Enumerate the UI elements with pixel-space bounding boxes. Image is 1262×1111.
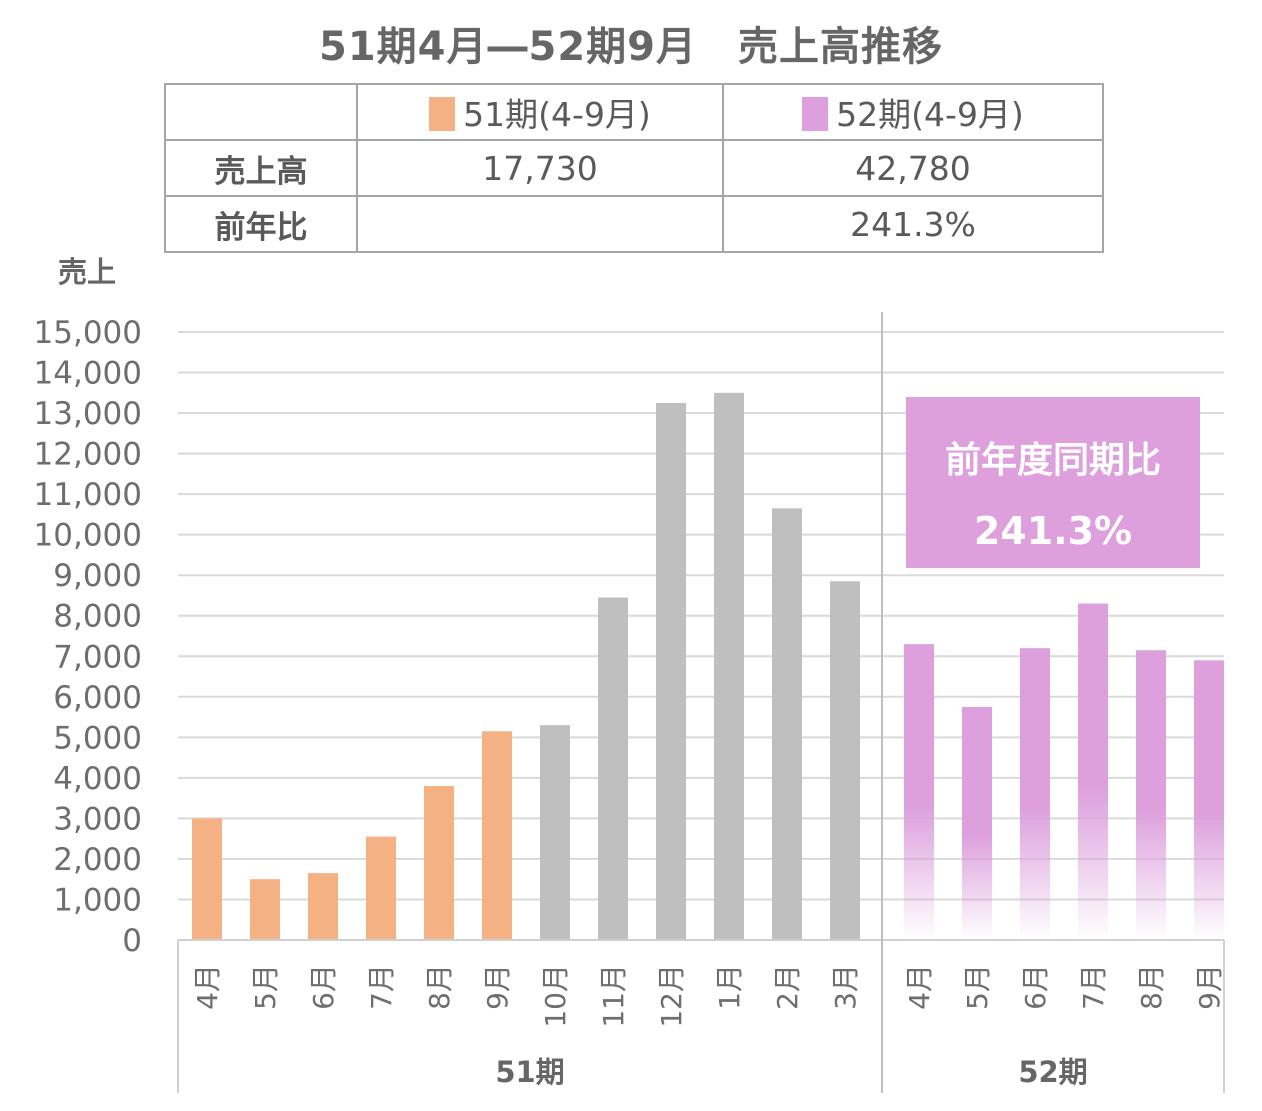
summary-yoy-51 bbox=[356, 195, 724, 253]
legend-swatch-51 bbox=[429, 97, 456, 131]
legend-label-51: 51期(4-9月) bbox=[463, 95, 651, 134]
chart-title: 51期4月―52期9月 売上高推移 bbox=[319, 24, 943, 70]
y-axis-ticks: 0 1,000 2,000 3,000 4,000 5,000 6,000 7,000 8,00… bbox=[34, 315, 142, 959]
summary-row-label: 売上高 bbox=[164, 139, 358, 197]
x-tick-label: 6月 bbox=[307, 964, 340, 1010]
y-tick-label: 8,000 bbox=[53, 599, 142, 635]
summary-corner-cell bbox=[164, 83, 358, 141]
y-tick-label: 15,000 bbox=[34, 315, 142, 351]
bar-6 bbox=[540, 725, 570, 940]
bar-17 bbox=[1194, 660, 1224, 940]
summary-row-sales: 売上高 17,730 42,780 bbox=[164, 139, 1104, 197]
x-tick-label: 7月 bbox=[1077, 964, 1110, 1010]
y-tick-label: 3,000 bbox=[53, 801, 142, 837]
callout-box bbox=[906, 397, 1200, 568]
y-tick-label: 7,000 bbox=[53, 639, 142, 675]
x-tick-label: 5月 bbox=[249, 964, 282, 1010]
x-tick-label: 8月 bbox=[1135, 964, 1168, 1010]
bar-15 bbox=[1078, 603, 1108, 940]
x-tick-label: 8月 bbox=[423, 964, 456, 1010]
summary-yoy-52: 241.3% bbox=[722, 195, 1104, 253]
bar-3 bbox=[366, 836, 396, 940]
bar-0 bbox=[192, 818, 222, 940]
bar-chart: 売上 0 1,000 2,000 3,000 4,000 5,000 6,000 7,000 8… bbox=[34, 255, 1226, 1093]
x-tick-label: 4月 bbox=[903, 964, 936, 1010]
bar-11 bbox=[830, 581, 860, 940]
bar-16 bbox=[1136, 650, 1166, 940]
bar-9 bbox=[714, 392, 744, 940]
y-tick-label: 11,000 bbox=[34, 477, 142, 513]
legend-swatch-52 bbox=[802, 97, 829, 131]
legend-label-52: 52期(4-9月) bbox=[836, 95, 1024, 134]
bar-8 bbox=[656, 402, 686, 940]
x-tick-label: 12月 bbox=[655, 964, 688, 1028]
summary-table: 51期(4-9月) 52期(4-9月) 売上高 17,730 42,780 前年… bbox=[164, 83, 1104, 253]
summary-sales-52: 42,780 bbox=[722, 139, 1104, 197]
y-tick-label: 1,000 bbox=[53, 882, 142, 918]
y-tick-label: 2,000 bbox=[53, 842, 142, 878]
yoy-callout: 前年度同期比 241.3% bbox=[906, 397, 1200, 568]
y-tick-label: 9,000 bbox=[53, 558, 142, 594]
bar-10 bbox=[772, 508, 802, 940]
summary-header-52: 52期(4-9月) bbox=[722, 83, 1104, 141]
bars bbox=[192, 392, 1224, 940]
x-tick-label: 7月 bbox=[365, 964, 398, 1010]
y-tick-label: 14,000 bbox=[34, 356, 142, 392]
y-tick-label: 13,000 bbox=[34, 396, 142, 432]
summary-row-yoy: 前年比 241.3% bbox=[164, 195, 1104, 253]
group-label: 52期 bbox=[1018, 1055, 1087, 1089]
bar-13 bbox=[962, 706, 992, 940]
bar-14 bbox=[1020, 648, 1050, 940]
callout-title: 前年度同期比 bbox=[945, 440, 1161, 481]
y-tick-label: 0 bbox=[122, 923, 142, 959]
x-tick-label: 9月 bbox=[481, 964, 514, 1010]
summary-header-51: 51期(4-9月) bbox=[356, 83, 724, 141]
x-tick-label: 1月 bbox=[713, 964, 746, 1010]
x-tick-label: 5月 bbox=[961, 964, 994, 1010]
y-tick-label: 5,000 bbox=[53, 720, 142, 756]
x-tick-label: 11月 bbox=[597, 964, 630, 1028]
x-tick-label: 10月 bbox=[539, 964, 572, 1028]
summary-row-label: 前年比 bbox=[164, 195, 358, 253]
y-tick-label: 6,000 bbox=[53, 680, 142, 716]
y-tick-label: 4,000 bbox=[53, 761, 142, 797]
callout-value: 241.3% bbox=[974, 509, 1132, 553]
summary-sales-51: 17,730 bbox=[356, 139, 724, 197]
y-tick-label: 10,000 bbox=[34, 518, 142, 554]
bar-7 bbox=[598, 597, 628, 940]
summary-header-row: 51期(4-9月) 52期(4-9月) bbox=[164, 83, 1104, 141]
group-label: 51期 bbox=[495, 1055, 564, 1089]
x-tick-label: 2月 bbox=[771, 964, 804, 1010]
bar-1 bbox=[250, 879, 280, 940]
x-tick-label: 3月 bbox=[829, 964, 862, 1010]
y-axis-label: 売上 bbox=[58, 255, 116, 289]
bar-5 bbox=[482, 731, 512, 940]
x-tick-label: 4月 bbox=[191, 964, 224, 1010]
x-tick-label: 9月 bbox=[1193, 964, 1226, 1010]
bar-12 bbox=[904, 644, 934, 940]
x-tick-label: 6月 bbox=[1019, 964, 1052, 1010]
y-tick-label: 12,000 bbox=[34, 437, 142, 473]
bar-2 bbox=[308, 873, 338, 940]
bar-4 bbox=[424, 785, 454, 940]
x-axis: 4月 5月 6月 7月 8月 9月 10月 11月 12月 1月 2月 3月 4月 5月 6月 7月 8月 9月 5… bbox=[177, 312, 1226, 1093]
